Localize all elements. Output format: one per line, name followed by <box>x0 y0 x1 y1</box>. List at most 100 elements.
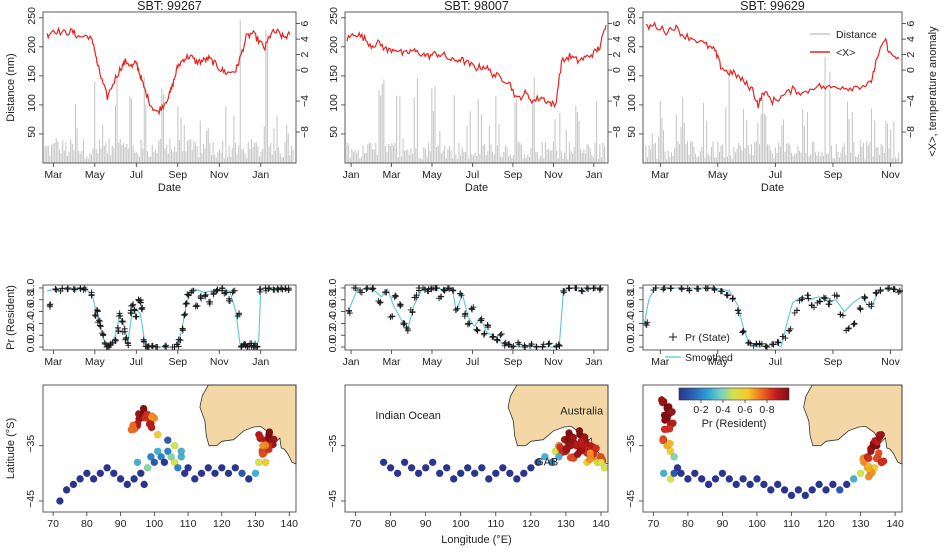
panel-row2-col3-state-point <box>846 325 853 332</box>
panel-row2-col1-state-point <box>236 310 243 317</box>
panel-row3-col3-position-point <box>669 419 677 427</box>
panel-row3-col1-xtick-label: 70 <box>47 518 59 530</box>
panel-row2-col3-xtick-label: May <box>708 356 729 368</box>
panel-row2-col2-xtick-label: Jan <box>585 356 602 368</box>
panel-row1-col1-xtick-label: Jul <box>130 169 143 181</box>
panel-row1-col2-xtick-label: Jul <box>466 169 479 181</box>
panel-row3-col1-position-point <box>150 458 159 467</box>
panel-row2-col2-state-point <box>566 285 573 292</box>
panel-row2-col3-state-point <box>643 322 650 329</box>
panel-row1-col2-distance-bars <box>346 77 606 163</box>
panel-row3-col3-position-point <box>666 475 675 483</box>
panel-row1-col1-xtick-label: Jan <box>252 169 269 181</box>
panel-row2-col1-ytick-label: 0.4 <box>25 314 37 329</box>
panel-row3-col1-position-point <box>164 436 172 444</box>
panel-row1-col1-y2tick-label: 4 <box>299 36 311 42</box>
panel-row3-col3-position-point <box>668 408 676 416</box>
panel-row3-col2-position-point <box>449 475 458 483</box>
panel-row2-col2-state-point <box>450 287 457 294</box>
panel-row3-col1-position-point <box>197 469 206 478</box>
panel-row3-col2-position-point <box>565 429 573 437</box>
panel-row2-col3-state-point <box>740 328 747 335</box>
panel-row3-col1-position-point <box>103 464 111 472</box>
panel-row2-col2-state-point <box>493 337 500 344</box>
panel-row1-col1-ytick-label: 250 <box>26 7 38 25</box>
panel-row3-col3-position-point <box>739 475 747 483</box>
panel-row3-col2-position-point <box>586 455 594 464</box>
panel-row2-col3-state-point <box>678 284 685 291</box>
panel-row2-col2-state-point <box>403 324 410 331</box>
panel-row2-col2-xtick-label: Sep <box>504 356 523 368</box>
panel-row2-col1-state-point <box>254 343 261 350</box>
panel-row2-col3-state-point <box>678 286 685 293</box>
panel-row3-col1-position-point <box>191 475 199 483</box>
panel-row3-col3-position-point <box>661 416 669 424</box>
panel-row3-col1-position-point <box>89 475 98 483</box>
panel-row3-col1-frame <box>42 384 297 513</box>
panel-row3-col3-land-australia <box>803 384 903 465</box>
panel-row2-col1-state-point <box>99 330 106 337</box>
panel-row3-col1-position-point <box>218 464 226 472</box>
panel-row2-col2-state-point <box>453 306 460 313</box>
panel-row2-col1-state-point <box>94 308 101 315</box>
panel-row1-col3-y2tick-label: 0 <box>905 67 917 73</box>
panel-row2-col1-xtick-label: Mar <box>44 356 63 368</box>
panel-row2-col3-xtick-label: Nov <box>881 356 900 368</box>
panel-row3-col2-position-point <box>592 444 600 452</box>
panel-row1-col1-xtick-label: Nov <box>210 169 229 181</box>
panel-row1-col3-ytick-label: 150 <box>626 65 638 83</box>
panel-row2-col1-state-point <box>181 312 188 319</box>
panel-row1-col3-anomaly-line <box>645 21 900 109</box>
panel-row1-col2-y2tick-label: −8 <box>611 126 623 138</box>
panel-row3-col3-position-point <box>829 480 837 489</box>
panel-row2-col3-state-point <box>785 327 792 334</box>
panel-row2-col1-state-point <box>252 340 259 347</box>
panel-row2-col1-state-point <box>278 284 285 291</box>
panel-row3-col1-position-point <box>147 453 155 461</box>
panel-row2-col2-xtick-label: Jul <box>466 356 479 368</box>
panel-row3-col2-position-point <box>456 469 465 478</box>
panel-row2-col1-smoothed-line <box>46 287 292 348</box>
panel-row2-col2-state-point <box>377 299 384 306</box>
panel-row1-col2-frame <box>344 11 609 164</box>
panel-row1-col3-y2tick-label: −4 <box>905 95 917 107</box>
panel-row1-col3-xtick-label: May <box>708 169 729 181</box>
panel-row2-col2-state-point <box>494 336 501 343</box>
panel-row3-col3-position-point <box>684 475 692 483</box>
panel-row2-col2-state-point <box>533 344 540 351</box>
panel-row3-col1-position-point <box>259 441 267 450</box>
panel-row3-col1-position-point <box>143 464 152 472</box>
panel-row2-col2-ytick-label: 0.8 <box>327 290 339 305</box>
panel-row3-col1-position-point <box>76 475 84 483</box>
panel-row1-col1-ytick-label: 50 <box>26 126 38 138</box>
panel-row3-col3-position-point <box>760 480 768 489</box>
panel-row3-col3-position-point <box>666 439 674 448</box>
panel-row3-col1-position-point <box>170 458 179 467</box>
panel-row2-col2-state-point <box>596 285 603 292</box>
panel-row3-col2-position-point <box>597 458 605 467</box>
panel-row2-col1-state-point <box>182 311 189 318</box>
panel-row2-col1-state-point <box>140 336 147 343</box>
panel-row2-col1-state-point <box>229 289 236 296</box>
panel-row3-col2-xtick-label: 130 <box>557 518 575 530</box>
panel-row3-col1-position-point <box>110 469 118 478</box>
panel-row2-col1-state-point <box>53 286 60 293</box>
panel-row2-col3-state-point <box>825 301 832 308</box>
panel-row1-col1-title: SBT: 99267 <box>137 0 202 13</box>
panel-row2-col2-state-point <box>411 294 418 301</box>
panel-row2-col3-state-point <box>660 286 667 293</box>
colorbar <box>678 387 790 401</box>
panel-row3-col3-ytick-label: −35 <box>625 435 637 453</box>
panel-row3-col2-position-point <box>541 453 549 461</box>
panel-row2-col1-state-point <box>118 318 125 325</box>
panel-row2-col2-state-point <box>392 292 399 299</box>
colorbar-tick-label: 0·4 <box>715 404 730 416</box>
panel-row2-col3-state-point <box>868 303 875 310</box>
panel-row3-col2-position-point <box>428 458 437 467</box>
panel-row2-col3-state-point <box>704 284 711 291</box>
panel-row2-col3-state-point <box>779 333 786 340</box>
panel-row2-col2-state-point <box>369 285 376 292</box>
panel-row1-col2-y2tick-label: 2 <box>611 52 623 58</box>
panel-row2-col1-state-point <box>285 286 292 293</box>
panel-row3-col2-position-point <box>470 469 479 478</box>
